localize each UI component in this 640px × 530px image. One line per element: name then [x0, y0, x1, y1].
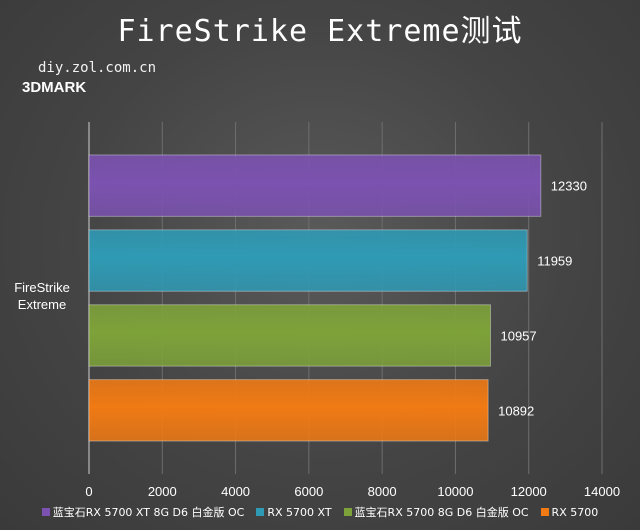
bar — [88, 379, 489, 442]
legend-swatch — [256, 508, 265, 516]
legend-label: 蓝宝石RX 5700 XT 8G D6 白金版 OC — [52, 506, 245, 519]
chart-title: FireStrike Extreme测试 — [117, 14, 523, 49]
legend-item: RX 5700 — [540, 504, 599, 520]
x-tick-label: 0 — [85, 484, 92, 499]
x-tick-label: 4000 — [221, 484, 250, 499]
bar — [88, 154, 542, 217]
legend-swatch — [343, 508, 352, 516]
category-label: FireStrike — [14, 280, 70, 295]
brand-label: 3DMARK — [22, 79, 87, 96]
legend-item: 蓝宝石RX 5700 8G D6 白金版 OC — [343, 504, 529, 520]
data-label: 10957 — [500, 328, 536, 343]
watermark-text: diy.zol.com.cn — [38, 60, 157, 76]
legend-item: 蓝宝石RX 5700 XT 8G D6 白金版 OC — [41, 504, 245, 520]
legend-swatch — [540, 508, 549, 516]
x-tick-label: 8000 — [368, 484, 397, 499]
data-label: 10892 — [498, 403, 534, 418]
legend-label: RX 5700 XT — [267, 505, 332, 519]
legend-item: RX 5700 XT — [256, 504, 332, 520]
legend-swatch — [41, 508, 50, 516]
bar — [88, 229, 528, 292]
x-tick-label: 12000 — [511, 484, 547, 499]
data-label: 11959 — [537, 254, 572, 269]
legend: 蓝宝石RX 5700 XT 8G D6 白金版 OC RX 5700 XT 蓝宝石R… — [0, 504, 640, 520]
legend-label: RX 5700 — [551, 505, 599, 519]
x-tick-label: 14000 — [584, 484, 620, 499]
bar — [88, 304, 491, 367]
legend-label: 蓝宝石RX 5700 8G D6 白金版 OC — [354, 506, 529, 519]
category-label: Extreme — [18, 297, 66, 312]
x-tick-label: 6000 — [294, 484, 323, 499]
data-label: 12330 — [551, 179, 587, 194]
x-tick-label: 10000 — [437, 484, 473, 499]
x-tick-label: 2000 — [148, 484, 177, 499]
bars — [88, 154, 542, 442]
labels: 0 2000 4000 6000 8000 10000 12000 14000 12330 119… — [14, 179, 620, 499]
